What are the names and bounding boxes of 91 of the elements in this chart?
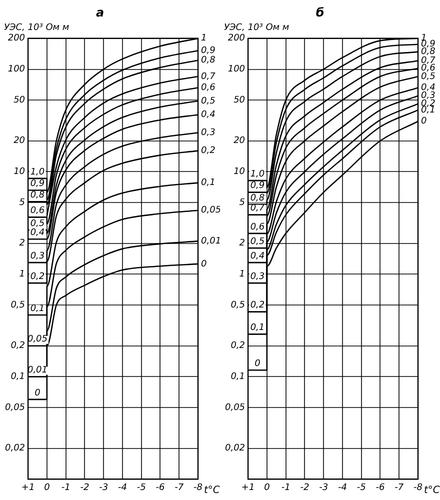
y-axis-title: УЭС, 10³ Ом м <box>224 23 290 34</box>
text: 0,5 <box>421 72 436 82</box>
y-tick-label: 0,02 <box>224 444 246 454</box>
series-label: 0,5 <box>30 218 45 229</box>
series-label: 0,4 <box>30 228 45 238</box>
chart-title: а <box>96 5 104 20</box>
y-tick-label: 50 <box>14 95 26 106</box>
series-label: 0,5 <box>250 236 265 247</box>
series-label: 0 <box>34 388 41 398</box>
y-tick-label: 0,5 <box>10 300 26 310</box>
x-tick-label: -7 <box>174 482 184 493</box>
text: 0 <box>201 259 207 270</box>
x-tick-label: -6 <box>376 482 385 493</box>
y-tick-label: 1 <box>239 270 246 280</box>
x-tick-label: -7 <box>394 482 404 493</box>
series-label: 0,2 <box>30 272 45 282</box>
y-tick-label: 0,05 <box>224 402 246 413</box>
text: 0,3 <box>201 128 216 138</box>
y-tick-label: 0,05 <box>4 402 26 413</box>
annotation: 1,0 <box>30 167 45 178</box>
y-tick-label: 100 <box>8 64 26 75</box>
x-tick-label: -8 <box>194 482 203 493</box>
series-label: 0,8 <box>30 190 45 201</box>
y-tick-label: 5 <box>239 198 246 208</box>
chart-title: б <box>316 5 324 20</box>
y-axis-title: УЭС, 10³ Ом м <box>4 23 70 34</box>
x-tick-label: -1 <box>61 482 70 493</box>
x-tick-label: -4 <box>118 482 128 493</box>
series-label: 0,1 <box>250 323 265 334</box>
y-tick-label: 200 <box>228 34 246 44</box>
annotation: 1,0 <box>250 169 265 180</box>
y-tick-label: 20 <box>14 136 26 146</box>
series-label: 0,6 <box>30 206 45 216</box>
x-tick-label: -6 <box>156 482 165 493</box>
series-label: 0,2 <box>250 300 265 311</box>
y-tick-label: 0,2 <box>230 341 246 352</box>
x-tick-label: -8 <box>414 482 423 493</box>
y-tick-label: 20 <box>234 136 246 146</box>
x-axis-title: t°C <box>204 484 220 496</box>
series-label: 0,9 <box>30 179 45 190</box>
series-label: 0,6 <box>250 222 265 232</box>
text: 0,1 <box>201 178 216 188</box>
series-label: 0,4 <box>250 251 265 262</box>
y-tick-label: 0,1 <box>10 372 26 382</box>
y-tick-label: 0,2 <box>10 341 26 352</box>
x-tick-label: -2 <box>80 482 90 493</box>
series-label: 0,8 <box>250 193 265 204</box>
x-tick-label: -5 <box>356 482 366 493</box>
y-tick-label: 0,5 <box>230 300 246 310</box>
y-tick-label: 2 <box>239 238 246 249</box>
x-tick-label: +1 <box>21 482 35 493</box>
x-tick-label: -2 <box>300 482 310 493</box>
y-tick-label: 1 <box>19 270 26 280</box>
y-tick-label: 2 <box>19 238 26 249</box>
text: 0,8 <box>201 56 216 66</box>
y-tick-label: 10 <box>234 167 246 178</box>
x-axis-title: t°C <box>424 484 440 496</box>
text: 0,4 <box>201 110 216 120</box>
series-label: 0,05 <box>27 334 48 345</box>
y-tick-label: 5 <box>19 198 26 208</box>
series-label: 0,3 <box>250 272 265 282</box>
text: 0 <box>421 116 427 127</box>
x-tick-label: -1 <box>281 482 290 493</box>
text: 0,01 <box>201 236 222 247</box>
x-tick-label: -3 <box>99 482 108 493</box>
y-tick-label: 200 <box>8 34 26 44</box>
text: 0,6 <box>201 83 216 94</box>
text: 0,8 <box>421 47 436 58</box>
x-tick-label: 0 <box>44 482 50 493</box>
text: 0,1 <box>421 105 436 116</box>
series-label: 0,7 <box>201 72 216 82</box>
text: 0,9 <box>201 46 216 56</box>
series-label: 0,3 <box>30 251 45 262</box>
series-label: 1 <box>201 34 207 44</box>
y-tick-label: 0,1 <box>230 372 246 382</box>
y-tick-label: 100 <box>228 64 246 75</box>
x-tick-label: -4 <box>338 482 348 493</box>
series-label: 0,01 <box>27 366 48 376</box>
y-tick-label: 10 <box>14 167 26 178</box>
x-tick-label: -5 <box>136 482 146 493</box>
series-label: 0,9 <box>250 181 265 192</box>
x-tick-label: 0 <box>264 482 270 493</box>
y-tick-label: 50 <box>234 95 246 106</box>
x-tick-label: -3 <box>319 482 328 493</box>
y-tick-label: 0,02 <box>4 444 26 454</box>
text: 0,2 <box>201 146 216 156</box>
series-label: 0,1 <box>30 304 45 314</box>
text: 0,6 <box>421 64 436 74</box>
text: 0,5 <box>201 96 216 106</box>
x-tick-label: +1 <box>241 482 255 493</box>
series-label: 0 <box>254 358 261 369</box>
